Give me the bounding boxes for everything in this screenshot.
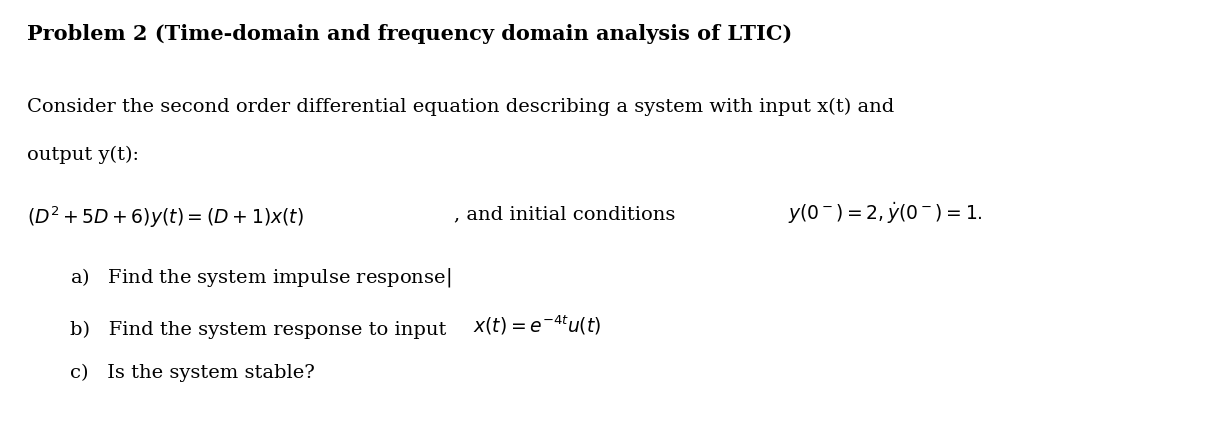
Text: a)   Find the system impulse response$|$: a) Find the system impulse response$|$	[70, 266, 451, 289]
Text: $y(0^-) = 2, \dot{y}(0^-) = 1.$: $y(0^-) = 2, \dot{y}(0^-) = 1.$	[788, 201, 983, 226]
Text: Problem 2 (Time-domain and frequency domain analysis of LTIC): Problem 2 (Time-domain and frequency dom…	[27, 24, 791, 44]
Text: b)   Find the system response to input: b) Find the system response to input	[70, 320, 447, 339]
Text: output y(t):: output y(t):	[27, 146, 138, 164]
Text: Consider the second order differential equation describing a system with input x: Consider the second order differential e…	[27, 98, 894, 116]
Text: $(D^2+5D+6)y(t) = (D+1)x(t)$: $(D^2+5D+6)y(t) = (D+1)x(t)$	[27, 205, 303, 230]
Text: $x(t) = e^{-4t}u(t)$: $x(t) = e^{-4t}u(t)$	[473, 314, 601, 337]
Text: , and initial conditions: , and initial conditions	[454, 205, 676, 223]
Text: c)   Is the system stable?: c) Is the system stable?	[70, 364, 315, 382]
